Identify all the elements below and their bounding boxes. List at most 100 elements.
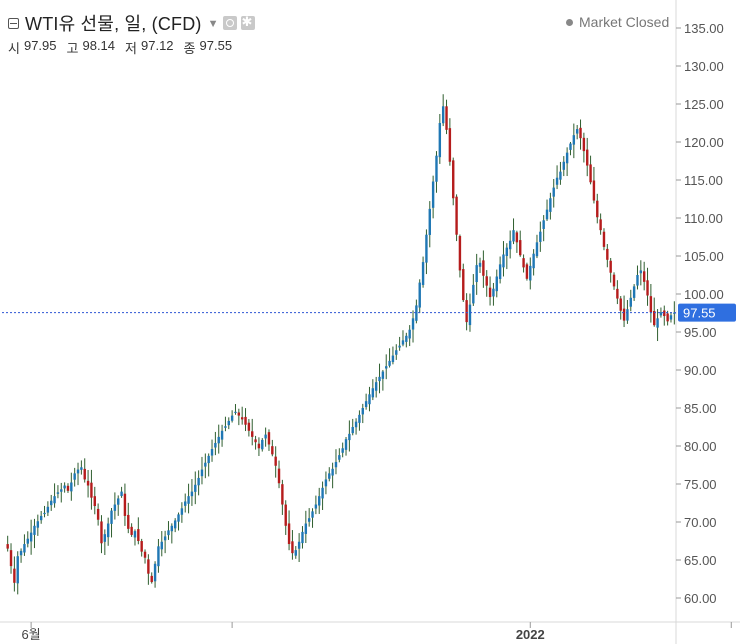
candle-body — [485, 276, 488, 286]
candle — [428, 201, 431, 248]
candle — [586, 137, 589, 177]
candle — [606, 244, 609, 268]
candle-body — [421, 262, 425, 285]
collapse-icon[interactable] — [8, 17, 19, 29]
candle-body — [214, 442, 217, 448]
candle — [465, 293, 468, 331]
status-dot-icon — [566, 18, 573, 26]
candle-body — [96, 508, 100, 520]
candle — [39, 510, 43, 524]
candle-body — [569, 143, 572, 150]
candle-body — [398, 345, 401, 348]
candle — [207, 453, 210, 477]
candle — [562, 156, 565, 177]
candle-body — [147, 559, 150, 574]
candle — [224, 416, 227, 432]
candle — [210, 439, 214, 462]
candle-body — [609, 260, 612, 273]
candle — [519, 230, 522, 257]
candle-body — [445, 106, 448, 130]
candle — [639, 260, 643, 286]
candle-body — [371, 388, 375, 398]
candle — [663, 305, 666, 326]
candle — [157, 538, 160, 573]
y-tick-label: 105.00 — [684, 249, 724, 264]
candle — [472, 274, 475, 306]
candle-body — [93, 496, 96, 507]
candle-body — [157, 546, 160, 567]
close-label: 종 — [183, 41, 196, 56]
candle-body — [482, 260, 485, 276]
candle — [408, 325, 411, 347]
candle-body — [163, 536, 167, 541]
candle — [649, 283, 653, 323]
chart-legend: WTI유 선물, 일, (CFD) ▼ 시 97.95 고 98.14 저 97… — [8, 10, 255, 57]
candle — [267, 429, 271, 451]
candle — [448, 118, 452, 166]
candle-body — [150, 575, 153, 583]
candle-body — [39, 515, 43, 521]
candle — [498, 256, 502, 284]
candle — [274, 446, 277, 478]
candle-body — [478, 262, 482, 267]
candle-body — [462, 269, 465, 301]
candle-body — [307, 518, 311, 522]
candle-body — [385, 366, 388, 369]
low-label: 저 — [125, 41, 137, 56]
candle — [291, 530, 294, 560]
candle — [642, 261, 646, 291]
candle — [549, 192, 552, 220]
candle-body — [354, 421, 358, 428]
candle — [421, 256, 425, 288]
candle — [117, 495, 120, 516]
candle-body — [619, 298, 622, 311]
candle — [271, 439, 274, 457]
candle-body — [227, 420, 230, 426]
candle-body — [458, 236, 462, 271]
candle — [522, 254, 525, 273]
candle-body — [512, 230, 515, 242]
candle — [318, 487, 321, 514]
candle-body — [361, 408, 364, 415]
candle — [100, 515, 103, 554]
candle-body — [66, 485, 70, 491]
candle-body — [405, 335, 408, 342]
candle — [398, 336, 401, 351]
candle — [488, 276, 492, 306]
candle — [381, 369, 385, 391]
candle-body — [70, 482, 73, 492]
candle-body — [187, 496, 190, 504]
eye-icon[interactable] — [222, 16, 237, 30]
candle — [495, 269, 498, 298]
candle — [147, 554, 150, 585]
candle-body — [589, 164, 592, 183]
candle — [160, 531, 163, 557]
candle-body — [388, 360, 391, 366]
candle — [70, 472, 73, 501]
candle — [629, 289, 632, 312]
gear-icon[interactable] — [240, 14, 255, 30]
candle-body — [411, 318, 415, 330]
candle-body — [274, 456, 277, 466]
y-tick-label: 110.00 — [684, 211, 723, 226]
chevron-down-icon[interactable]: ▼ — [207, 18, 219, 30]
candle-body — [408, 329, 411, 339]
candle-body — [153, 563, 157, 582]
candle-body — [629, 297, 632, 307]
candle — [378, 363, 381, 394]
candle — [16, 551, 19, 595]
candle-body — [502, 254, 505, 268]
candle — [438, 113, 442, 164]
candle — [86, 469, 90, 498]
candle-body — [391, 355, 395, 363]
market-status: Market Closed — [566, 14, 669, 30]
candle — [458, 234, 462, 278]
symbol-title[interactable]: WTI유 선물, 일, (CFD) — [25, 14, 202, 34]
candle-body — [488, 287, 492, 298]
candle — [110, 507, 113, 538]
candle — [619, 296, 622, 320]
candle — [361, 403, 364, 424]
candle-body — [663, 310, 666, 317]
candle — [616, 280, 619, 305]
